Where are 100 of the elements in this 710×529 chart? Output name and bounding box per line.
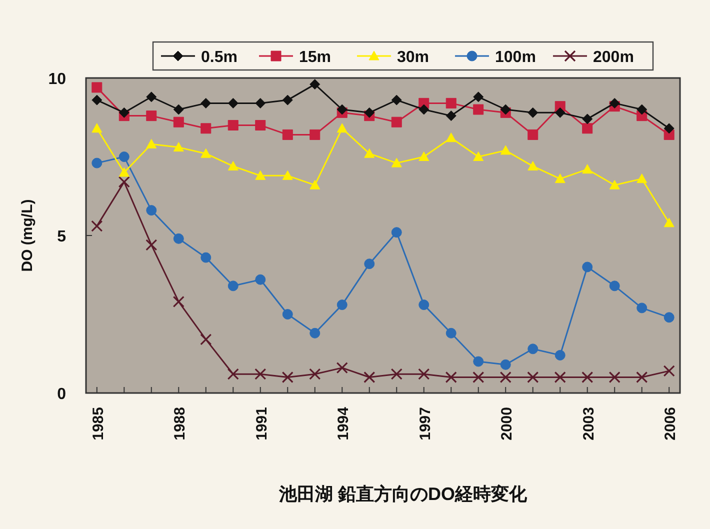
- point: [146, 205, 157, 216]
- point: [200, 123, 212, 134]
- point: [554, 371, 566, 384]
- legend-label: 15m: [299, 49, 332, 66]
- point: [146, 138, 157, 148]
- point: [472, 371, 484, 384]
- x-tick-label: 1994: [335, 406, 352, 440]
- point: [582, 262, 593, 272]
- point: [92, 123, 102, 133]
- point: [228, 160, 238, 170]
- point: [336, 123, 348, 133]
- text: 池田湖 鉛直方向のDO経時変化: [278, 484, 528, 504]
- point: [582, 114, 593, 124]
- point: [228, 280, 238, 292]
- point: [664, 123, 674, 134]
- point: [528, 129, 538, 140]
- point: [664, 218, 674, 228]
- point: [609, 180, 620, 190]
- point: [92, 94, 102, 106]
- y-tick-label: 10: [48, 71, 66, 88]
- point: [473, 104, 484, 115]
- point: [255, 274, 266, 285]
- point: [118, 176, 130, 188]
- point: [282, 309, 293, 320]
- point: [418, 368, 430, 380]
- point: [255, 98, 266, 108]
- point: [500, 359, 511, 370]
- x-tick-label: 1997: [416, 407, 434, 440]
- point: [364, 371, 376, 384]
- point: [528, 344, 538, 354]
- point: [282, 129, 293, 140]
- point: [364, 258, 375, 270]
- point: [500, 371, 512, 384]
- x-tick-label: 2003: [580, 407, 598, 440]
- point: [200, 252, 212, 263]
- point: [200, 148, 212, 158]
- point: [582, 164, 593, 174]
- point: [528, 160, 538, 170]
- point: [554, 350, 566, 360]
- legend-label: 200m: [593, 49, 634, 66]
- point: [609, 280, 620, 292]
- point: [364, 107, 375, 118]
- point: [336, 104, 348, 115]
- point: [500, 104, 511, 115]
- point: [173, 142, 184, 152]
- point: [446, 328, 456, 338]
- point: [254, 368, 266, 380]
- point: [473, 356, 484, 367]
- point: [118, 107, 130, 118]
- point: [636, 371, 648, 384]
- point: [582, 123, 593, 134]
- point: [118, 167, 130, 177]
- x-tick-label: 2006: [662, 407, 680, 440]
- point: [310, 129, 320, 140]
- point: [200, 98, 212, 108]
- point: [554, 107, 566, 118]
- point: [391, 158, 402, 168]
- point: [309, 368, 321, 380]
- point: [663, 365, 675, 377]
- point: [527, 371, 539, 384]
- point: [310, 328, 320, 338]
- point: [146, 239, 158, 251]
- legend-label: 100m: [495, 49, 536, 66]
- point: [92, 158, 102, 168]
- legend-label: 30m: [397, 49, 430, 66]
- point: [228, 98, 238, 108]
- point: [446, 110, 456, 122]
- point: [173, 116, 184, 128]
- point: [445, 371, 457, 384]
- point: [200, 334, 212, 346]
- y-tick-label: 0: [57, 386, 66, 403]
- point: [336, 300, 348, 310]
- point: [418, 300, 430, 310]
- legend-label: 0.5m: [201, 49, 238, 66]
- point: [418, 104, 430, 115]
- point: [91, 220, 103, 232]
- point: [118, 152, 130, 162]
- point: [609, 98, 620, 108]
- point: [310, 79, 320, 90]
- point: [173, 233, 184, 244]
- point: [92, 82, 102, 93]
- point: [310, 180, 320, 190]
- point: [282, 94, 293, 106]
- point: [582, 371, 594, 384]
- point: [391, 227, 402, 238]
- x-tick-label: 2000: [498, 407, 516, 440]
- point: [418, 152, 430, 161]
- point: [364, 148, 375, 158]
- point: [391, 116, 402, 128]
- point: [608, 371, 620, 384]
- point: [446, 132, 456, 142]
- point: [636, 174, 648, 184]
- point: [473, 152, 484, 161]
- point: [282, 371, 294, 384]
- point: [227, 368, 239, 380]
- point: [528, 107, 538, 118]
- x-tick-label: 1988: [172, 407, 189, 440]
- point: [146, 92, 157, 102]
- point: [636, 104, 648, 115]
- point: [336, 362, 348, 374]
